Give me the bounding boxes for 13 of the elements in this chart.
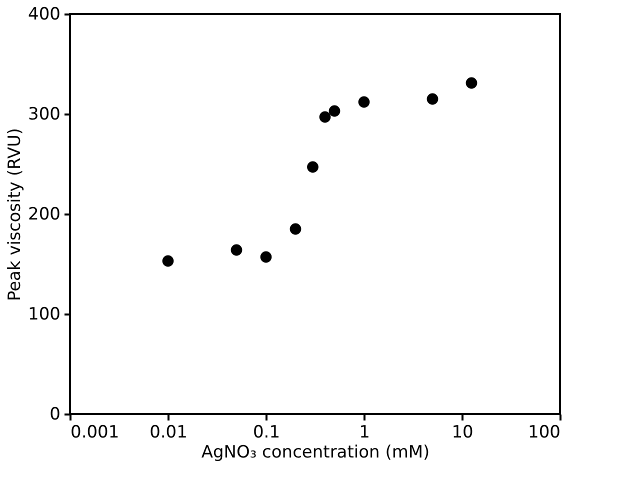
x-tick-label: 10: [452, 422, 474, 442]
y-tick-label: 300: [28, 104, 60, 124]
x-tick-label: 0.01: [150, 422, 188, 442]
y-tick-label: 0: [50, 404, 60, 424]
x-tick-label: 0.001: [70, 422, 120, 442]
y-tick-label: 100: [28, 304, 60, 324]
y-tick-label: 400: [28, 4, 60, 24]
x-axis-title: AgNO₃ concentration (mM): [201, 442, 430, 462]
x-tick-label: 0.1: [252, 422, 280, 442]
x-tick-label: 1: [359, 422, 370, 442]
y-axis-title: Peak viscosity (RVU): [5, 128, 26, 302]
x-tick-label: 100: [528, 422, 560, 442]
y-tick-label: 200: [28, 204, 60, 224]
